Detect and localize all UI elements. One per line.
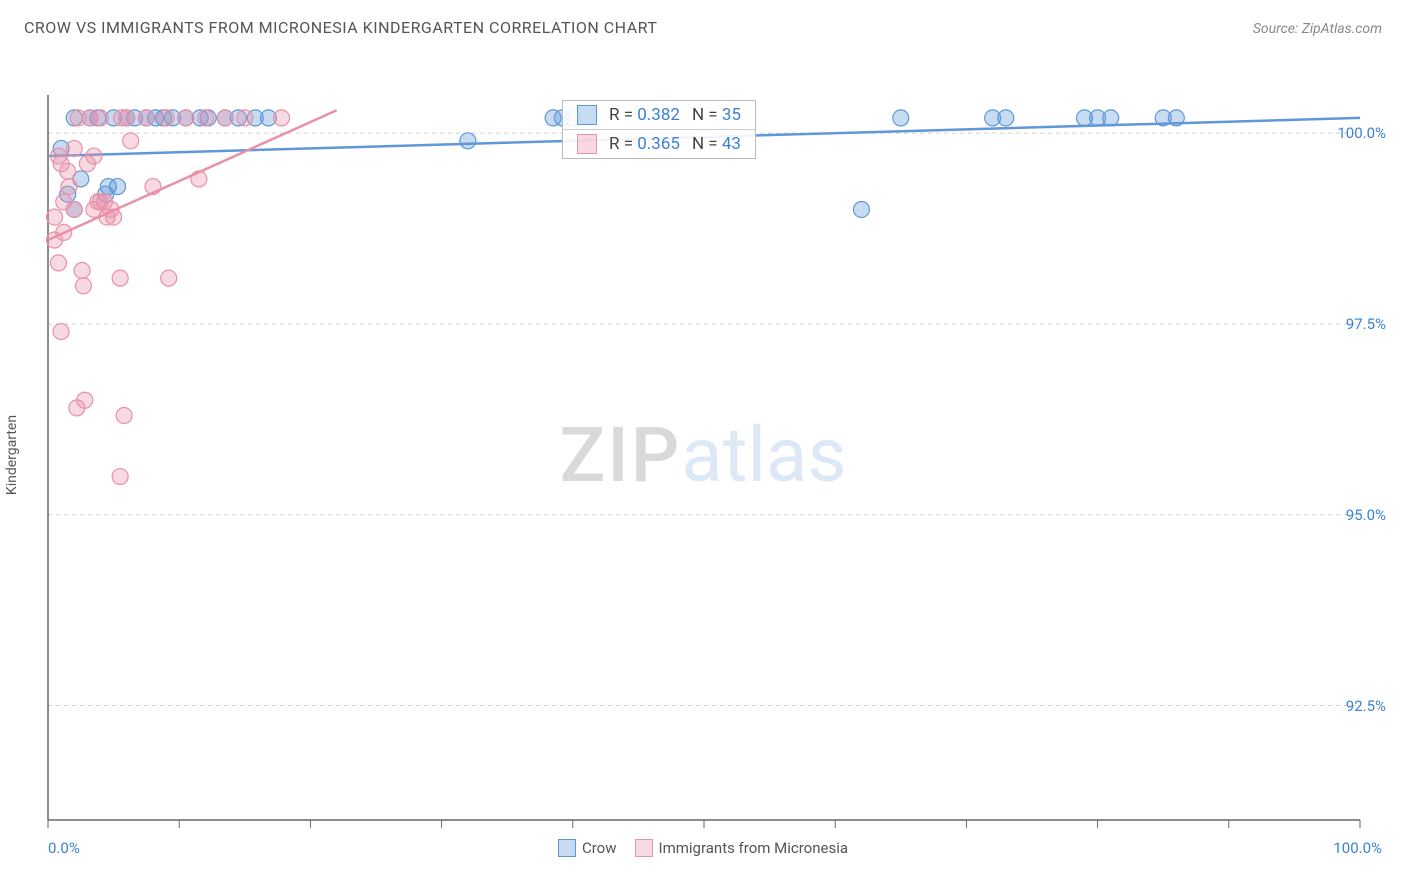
data-point (158, 110, 174, 126)
data-point (66, 201, 82, 217)
data-point (110, 179, 126, 195)
legend-swatch-icon (558, 839, 576, 857)
data-point (138, 110, 154, 126)
r-label: R = 0.365 (609, 134, 680, 154)
data-point (53, 324, 69, 340)
data-point (77, 392, 93, 408)
stats-row: R = 0.365 N = 43 (563, 130, 755, 158)
data-point (460, 133, 476, 149)
data-point (998, 110, 1014, 126)
data-point (116, 408, 132, 424)
r-label: R = 0.382 (609, 105, 680, 125)
chart-area: Kindergarten ZIPatlas 100.0%97.5%95.0%92… (0, 45, 1406, 865)
n-label: N = 43 (692, 134, 741, 154)
data-point (60, 163, 76, 179)
data-point (197, 110, 213, 126)
y-tick-label: 100.0% (1337, 124, 1386, 142)
data-point (161, 270, 177, 286)
data-point (75, 278, 91, 294)
trend-line (48, 110, 337, 240)
legend-item: Immigrants from Micronesia (635, 839, 849, 857)
y-axis-label: Kindergarten (4, 415, 20, 495)
data-point (853, 201, 869, 217)
source-label: Source: ZipAtlas.com (1253, 21, 1382, 37)
data-point (92, 110, 108, 126)
data-point (47, 209, 63, 225)
n-label: N = 35 (692, 105, 741, 125)
data-point (112, 270, 128, 286)
data-point (50, 255, 66, 271)
data-point (893, 110, 909, 126)
data-point (237, 110, 253, 126)
chart-title: CROW VS IMMIGRANTS FROM MICRONESIA KINDE… (24, 18, 657, 37)
data-point (119, 110, 135, 126)
legend-swatch-icon (635, 839, 653, 857)
data-point (112, 469, 128, 485)
data-point (178, 110, 194, 126)
legend-label: Crow (582, 839, 617, 857)
data-point (61, 179, 77, 195)
data-point (274, 110, 290, 126)
legend-swatch-icon (577, 105, 597, 125)
scatter-plot (0, 45, 1406, 865)
data-point (217, 110, 233, 126)
legend-label: Immigrants from Micronesia (659, 839, 849, 857)
stats-row: R = 0.382 N = 35 (563, 101, 755, 130)
legend-items: Crow Immigrants from Micronesia (558, 839, 848, 857)
data-point (123, 133, 139, 149)
x-axis-label-right: 100.0% (1333, 839, 1382, 857)
bottom-legend: 0.0% Crow Immigrants from Micronesia 100.… (0, 839, 1406, 857)
data-point (74, 263, 90, 279)
y-tick-label: 92.5% (1346, 697, 1386, 715)
data-point (1103, 110, 1119, 126)
legend-item: Crow (558, 839, 617, 857)
title-bar: CROW VS IMMIGRANTS FROM MICRONESIA KINDE… (0, 0, 1406, 45)
y-tick-label: 95.0% (1346, 506, 1386, 524)
stats-legend-box: R = 0.382 N = 35 R = 0.365 N = 43 (562, 100, 756, 159)
data-point (66, 140, 82, 156)
legend-swatch-icon (577, 134, 597, 154)
y-tick-label: 97.5% (1346, 315, 1386, 333)
data-point (86, 148, 102, 164)
x-axis-label-left: 0.0% (48, 839, 80, 857)
